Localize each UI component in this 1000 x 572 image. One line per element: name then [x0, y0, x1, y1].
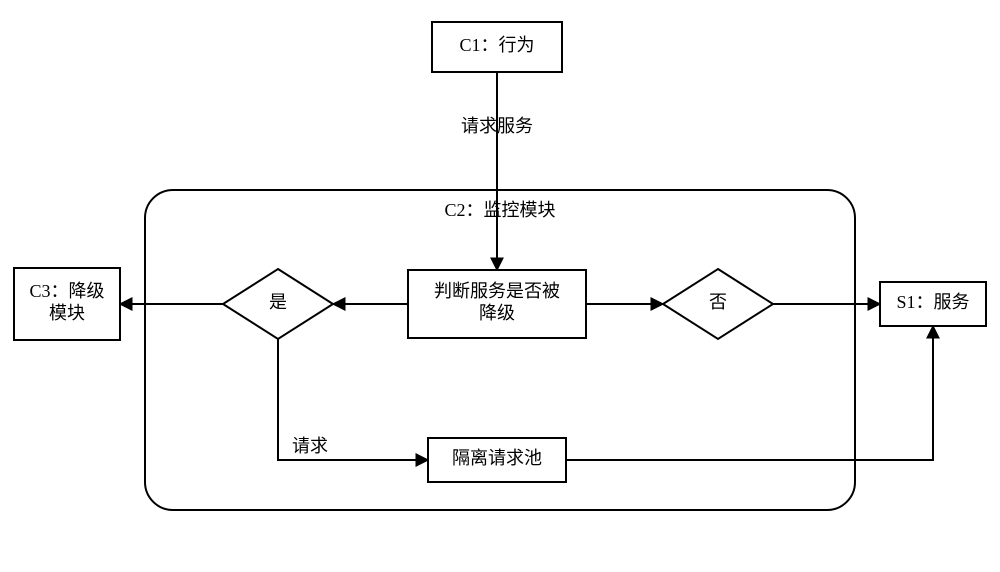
node-c3-label-line1: 模块 [49, 303, 85, 323]
node-no-label: 否 [709, 292, 727, 312]
container-c2-label: C2：监控模块 [444, 200, 555, 220]
node-yes-label: 是 [269, 292, 287, 312]
edge-label-e_c1_dec: 请求服务 [461, 116, 533, 136]
node-pool-label: 隔离请求池 [452, 448, 542, 468]
node-decision-label-line0: 判断服务是否被 [434, 281, 560, 301]
node-c3-label-line0: C3：降级 [29, 281, 104, 301]
node-c1-label: C1：行为 [459, 35, 534, 55]
edge-label-e_yes_pool: 请求 [292, 436, 328, 456]
node-s1-label: S1：服务 [896, 292, 969, 312]
edge-e_pool_s1 [566, 326, 933, 460]
node-decision-label-line1: 降级 [479, 303, 515, 323]
